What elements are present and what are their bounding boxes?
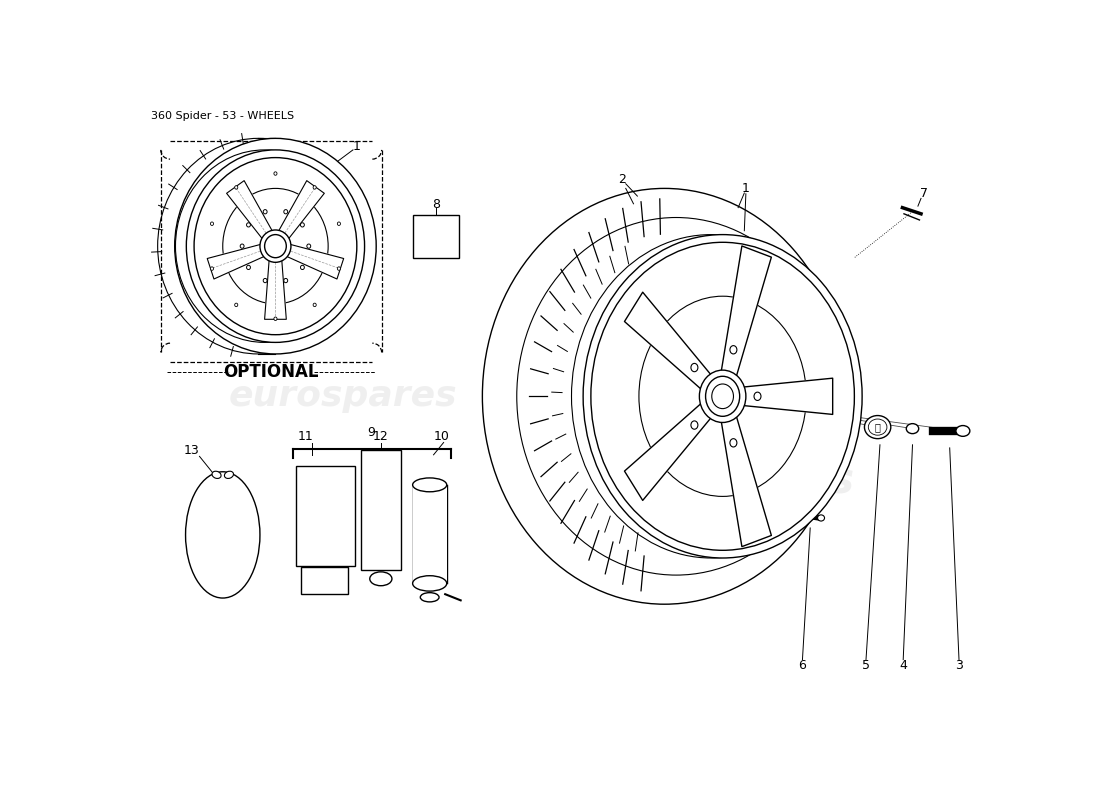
Ellipse shape	[186, 150, 364, 342]
Text: 13: 13	[184, 444, 199, 457]
Text: 6: 6	[799, 659, 806, 672]
Ellipse shape	[223, 188, 328, 304]
Polygon shape	[741, 378, 833, 414]
Ellipse shape	[639, 296, 806, 496]
Polygon shape	[277, 181, 324, 240]
Text: 1: 1	[741, 182, 750, 195]
Ellipse shape	[314, 303, 316, 306]
Ellipse shape	[412, 478, 447, 492]
Ellipse shape	[265, 234, 286, 258]
Ellipse shape	[420, 593, 439, 602]
Polygon shape	[227, 181, 273, 240]
Ellipse shape	[705, 376, 739, 416]
Ellipse shape	[517, 218, 836, 575]
Ellipse shape	[186, 472, 260, 598]
Ellipse shape	[483, 188, 847, 604]
Ellipse shape	[212, 471, 221, 478]
Ellipse shape	[263, 210, 267, 214]
Ellipse shape	[234, 186, 238, 189]
Ellipse shape	[210, 222, 213, 226]
Ellipse shape	[817, 515, 825, 521]
Text: 9: 9	[367, 426, 375, 439]
Ellipse shape	[307, 244, 310, 248]
Ellipse shape	[274, 172, 277, 175]
Ellipse shape	[868, 419, 887, 435]
Polygon shape	[285, 244, 343, 279]
Ellipse shape	[274, 317, 277, 321]
Bar	[361, 450, 402, 570]
Ellipse shape	[284, 278, 288, 282]
Text: 10: 10	[433, 430, 449, 443]
Ellipse shape	[338, 222, 341, 226]
Bar	[412, 485, 447, 583]
Polygon shape	[265, 258, 286, 319]
Ellipse shape	[263, 278, 267, 282]
Ellipse shape	[246, 222, 251, 227]
Ellipse shape	[194, 158, 356, 334]
Text: OPTIONAL: OPTIONAL	[223, 363, 319, 382]
Ellipse shape	[956, 426, 970, 436]
Polygon shape	[720, 246, 771, 378]
Polygon shape	[720, 414, 771, 546]
Text: 2: 2	[618, 173, 626, 186]
Ellipse shape	[234, 303, 238, 306]
Polygon shape	[625, 292, 712, 391]
Ellipse shape	[754, 392, 761, 401]
Ellipse shape	[224, 471, 233, 478]
Polygon shape	[625, 402, 712, 501]
Ellipse shape	[412, 576, 447, 591]
Ellipse shape	[591, 242, 855, 550]
Ellipse shape	[240, 244, 244, 248]
Text: 3: 3	[955, 659, 962, 672]
Ellipse shape	[730, 346, 737, 354]
Bar	[412, 215, 459, 258]
Ellipse shape	[691, 363, 697, 372]
Text: eurospares: eurospares	[229, 379, 458, 414]
Text: 1: 1	[353, 139, 361, 153]
Ellipse shape	[246, 266, 251, 270]
Ellipse shape	[260, 230, 292, 262]
Ellipse shape	[370, 572, 392, 586]
Text: 7: 7	[920, 187, 928, 200]
Ellipse shape	[583, 234, 862, 558]
Ellipse shape	[284, 210, 288, 214]
Ellipse shape	[175, 138, 376, 354]
Ellipse shape	[300, 266, 305, 270]
Text: 360 Spider - 53 - WHEELS: 360 Spider - 53 - WHEELS	[152, 111, 295, 122]
Ellipse shape	[300, 222, 305, 227]
Ellipse shape	[210, 267, 213, 270]
Text: 11: 11	[298, 430, 314, 443]
Ellipse shape	[865, 415, 891, 438]
Ellipse shape	[700, 370, 746, 422]
Ellipse shape	[730, 438, 737, 447]
Text: 🐎: 🐎	[874, 422, 881, 432]
Text: 5: 5	[862, 659, 870, 672]
Ellipse shape	[314, 186, 316, 189]
Text: 4: 4	[900, 659, 908, 672]
Text: 12: 12	[373, 430, 388, 443]
Ellipse shape	[712, 384, 734, 409]
Bar	[296, 466, 354, 566]
Ellipse shape	[691, 421, 697, 430]
Polygon shape	[207, 244, 265, 279]
Text: eurospares: eurospares	[591, 460, 855, 502]
Bar	[301, 567, 348, 594]
Ellipse shape	[906, 424, 918, 434]
Ellipse shape	[338, 267, 341, 270]
Text: 8: 8	[432, 198, 440, 211]
Ellipse shape	[372, 574, 390, 584]
